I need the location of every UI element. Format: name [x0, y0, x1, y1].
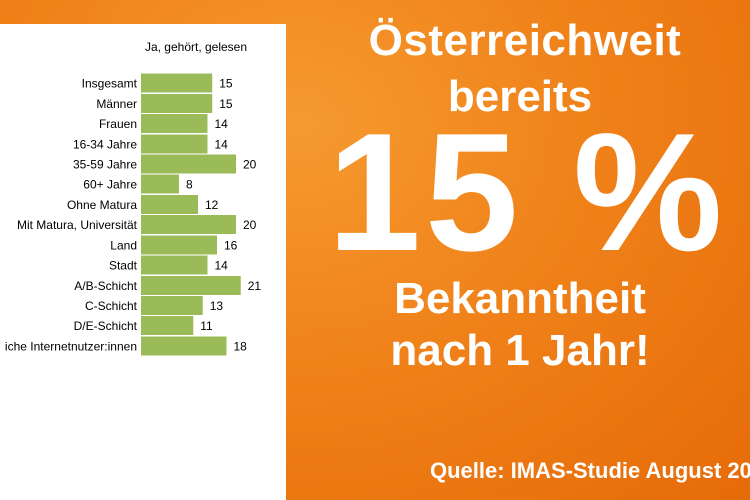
- bar: [141, 296, 203, 315]
- chart-panel: Ja, gehört, gelesen Insgesamt 15 Männer 15 F…: [0, 24, 286, 500]
- headline-line-2: bereits: [447, 72, 593, 121]
- category-label: Mit Matura, Universität: [17, 218, 138, 232]
- category-label: 35-59 Jahre: [73, 158, 137, 172]
- bar: [141, 215, 236, 234]
- data-label: 13: [210, 299, 224, 313]
- category-label: iche Internetnutzer:innen: [5, 340, 137, 354]
- data-label: 18: [234, 340, 248, 354]
- category-label: C-Schicht: [85, 299, 138, 313]
- headline-line-4: nach 1 Jahr!: [390, 326, 650, 375]
- data-label: 14: [215, 138, 229, 152]
- data-label: 12: [205, 198, 219, 212]
- source-note: Quelle: IMAS-Studie August 20: [430, 458, 750, 483]
- data-label: 14: [215, 117, 229, 131]
- category-label: Stadt: [109, 259, 138, 273]
- bar: [141, 94, 213, 113]
- headline-line-3: Bekanntheit: [394, 274, 646, 323]
- bar: [141, 114, 208, 133]
- bar: [141, 154, 236, 174]
- bar-chart: Ja, gehört, gelesen Insgesamt 15 Männer 15 F…: [5, 40, 262, 356]
- category-label: Insgesamt: [82, 77, 138, 91]
- category-label: 60+ Jahre: [83, 178, 137, 192]
- category-label: Männer: [96, 97, 137, 111]
- bar: [141, 255, 208, 275]
- category-label: Frauen: [99, 117, 137, 131]
- bar: [141, 174, 179, 194]
- data-label: 15: [219, 97, 233, 111]
- bar: [141, 195, 198, 214]
- data-label: 21: [248, 279, 262, 293]
- bar: [141, 134, 208, 154]
- category-label: Land: [110, 239, 137, 253]
- headline-line-1: Österreichweit: [368, 16, 682, 65]
- data-label: 11: [200, 319, 213, 333]
- bar: [141, 73, 213, 93]
- bar: [141, 276, 241, 295]
- series-header: Ja, gehört, gelesen: [145, 40, 247, 54]
- data-label: 14: [215, 259, 229, 273]
- category-label: Ohne Matura: [67, 198, 137, 212]
- data-label: 20: [243, 158, 257, 172]
- bar: [141, 336, 227, 356]
- data-label: 20: [243, 218, 257, 232]
- data-label: 16: [224, 239, 238, 253]
- category-label: 16-34 Jahre: [73, 138, 137, 152]
- category-label: D/E-Schicht: [74, 319, 138, 333]
- bar: [141, 235, 217, 255]
- data-label: 8: [186, 178, 193, 192]
- data-label: 15: [219, 77, 233, 91]
- bar: [141, 316, 194, 335]
- category-label: A/B-Schicht: [74, 279, 137, 293]
- headline-percentage: 15 %: [327, 98, 727, 286]
